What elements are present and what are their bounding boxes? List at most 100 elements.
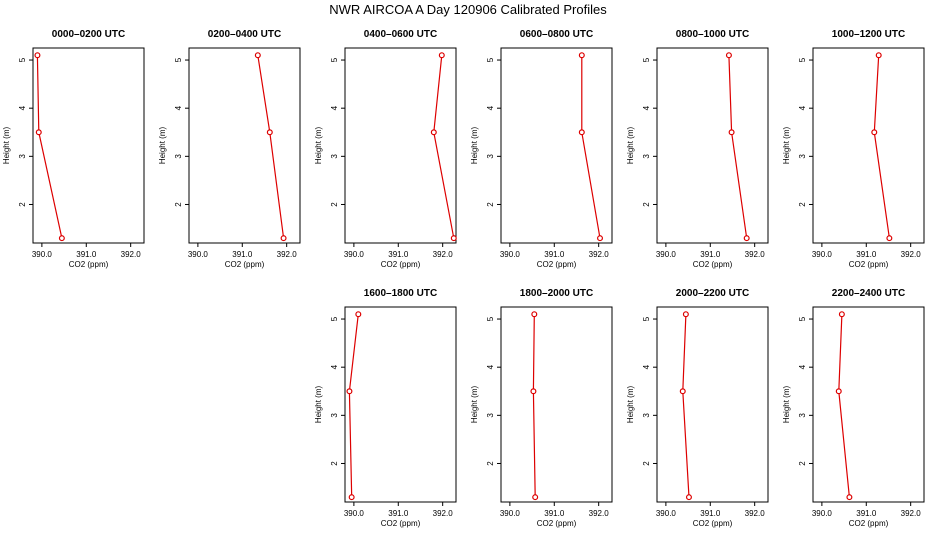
y-tick-label: 2 xyxy=(486,202,495,207)
panel: 0200–0400 UTC 390.0 391.0 392.0 2 3 4 5 CO2 (ppm… xyxy=(158,29,301,269)
y-tick-label: 5 xyxy=(642,57,651,62)
y-axis-label: Height (m) xyxy=(314,126,323,164)
plot-frame xyxy=(812,47,925,244)
y-tick-label: 4 xyxy=(798,364,807,369)
y-tick-label: 5 xyxy=(642,316,651,321)
y-tick-label: 4 xyxy=(486,105,495,110)
x-tick-label: 391.0 xyxy=(544,509,565,518)
y-axis-label: Height (m) xyxy=(470,385,479,423)
y-tick-label: 5 xyxy=(330,57,339,62)
x-axis-label: CO2 (ppm) xyxy=(225,260,265,269)
data-point xyxy=(838,311,845,318)
x-tick-label: 391.0 xyxy=(232,250,253,259)
data-point xyxy=(578,52,585,59)
x-axis-label: CO2 (ppm) xyxy=(381,260,421,269)
y-tick-label: 4 xyxy=(798,105,807,110)
data-point xyxy=(725,52,732,59)
y-axis-label: Height (m) xyxy=(782,126,791,164)
plot-frame xyxy=(656,306,769,503)
plot-frame xyxy=(656,47,769,244)
panel: 0000–0200 UTC 390.0 391.0 392.0 2 3 4 5 CO2 (ppm… xyxy=(2,29,145,269)
panel: 0800–1000 UTC 390.0 391.0 392.0 2 3 4 5 CO2 (ppm… xyxy=(626,29,769,269)
y-tick-label: 3 xyxy=(642,413,651,418)
y-tick-label: 2 xyxy=(330,202,339,207)
data-point xyxy=(254,52,261,59)
data-point xyxy=(450,235,457,242)
y-tick-label: 2 xyxy=(486,461,495,466)
data-point xyxy=(532,494,539,501)
plot-frame xyxy=(188,47,301,244)
plot-frame xyxy=(500,306,613,503)
panel: 1000–1200 UTC 390.0 391.0 392.0 2 3 4 5 CO2 (ppm… xyxy=(782,29,925,269)
profile-line xyxy=(433,55,455,239)
profile-line xyxy=(682,314,690,498)
y-tick-label: 3 xyxy=(486,154,495,159)
x-tick-label: 391.0 xyxy=(700,509,721,518)
data-point xyxy=(728,129,735,136)
plot-frame xyxy=(812,306,925,503)
panel-title: 1800–2000 UTC xyxy=(520,288,593,299)
figure-title: NWR AIRCOA A Day 120906 Calibrated Profi… xyxy=(329,2,607,17)
x-tick-label: 392.0 xyxy=(121,250,142,259)
y-tick-label: 2 xyxy=(174,202,183,207)
data-point xyxy=(743,235,750,242)
y-axis-label: Height (m) xyxy=(470,126,479,164)
x-axis-label: CO2 (ppm) xyxy=(537,519,577,528)
data-point xyxy=(597,235,604,242)
y-tick-label: 3 xyxy=(330,413,339,418)
x-tick-label: 391.0 xyxy=(856,250,877,259)
y-axis-label: Height (m) xyxy=(2,126,11,164)
y-tick-label: 4 xyxy=(642,364,651,369)
data-point xyxy=(835,388,842,395)
panel-title: 0600–0800 UTC xyxy=(520,29,593,40)
y-tick-label: 4 xyxy=(18,105,27,110)
y-axis-label: Height (m) xyxy=(626,126,635,164)
data-point xyxy=(578,129,585,136)
profile-line xyxy=(581,55,601,239)
x-tick-label: 390.0 xyxy=(656,250,677,259)
x-tick-label: 392.0 xyxy=(745,509,766,518)
y-tick-label: 2 xyxy=(642,461,651,466)
profile-line xyxy=(532,314,536,498)
data-point xyxy=(875,52,882,59)
y-tick-label: 5 xyxy=(798,316,807,321)
data-point xyxy=(886,235,893,242)
panel-title: 1600–1800 UTC xyxy=(364,288,437,299)
y-tick-label: 4 xyxy=(330,364,339,369)
x-tick-label: 392.0 xyxy=(589,250,610,259)
x-tick-label: 392.0 xyxy=(901,250,922,259)
y-tick-label: 4 xyxy=(642,105,651,110)
panel: 1600–1800 UTC 390.0 391.0 392.0 2 3 4 5 CO2 (ppm… xyxy=(314,288,457,528)
y-tick-label: 5 xyxy=(174,57,183,62)
x-tick-label: 391.0 xyxy=(388,250,409,259)
x-tick-label: 392.0 xyxy=(901,509,922,518)
x-tick-label: 390.0 xyxy=(344,509,365,518)
x-tick-label: 390.0 xyxy=(812,509,833,518)
x-axis-label: CO2 (ppm) xyxy=(69,260,109,269)
x-tick-label: 392.0 xyxy=(433,250,454,259)
plot-frame xyxy=(500,47,613,244)
y-tick-label: 5 xyxy=(330,316,339,321)
data-point xyxy=(531,311,538,318)
x-tick-label: 392.0 xyxy=(589,509,610,518)
x-tick-label: 391.0 xyxy=(388,509,409,518)
y-tick-label: 2 xyxy=(330,461,339,466)
panel: 2000–2200 UTC 390.0 391.0 392.0 2 3 4 5 CO2 (ppm… xyxy=(626,288,769,528)
x-axis-label: CO2 (ppm) xyxy=(849,519,889,528)
y-axis-label: Height (m) xyxy=(782,385,791,423)
profile-line xyxy=(348,314,359,498)
x-tick-label: 391.0 xyxy=(856,509,877,518)
profile-line xyxy=(838,314,850,498)
panel-title: 2200–2400 UTC xyxy=(832,288,905,299)
y-tick-label: 3 xyxy=(642,154,651,159)
data-point xyxy=(682,311,689,318)
plot-frame xyxy=(32,47,145,244)
data-point xyxy=(871,129,878,136)
data-point xyxy=(280,235,287,242)
data-point xyxy=(679,388,686,395)
panel-title: 0800–1000 UTC xyxy=(676,29,749,40)
data-point xyxy=(58,235,65,242)
x-axis-label: CO2 (ppm) xyxy=(693,260,733,269)
y-axis-label: Height (m) xyxy=(158,126,167,164)
x-axis-label: CO2 (ppm) xyxy=(849,260,889,269)
